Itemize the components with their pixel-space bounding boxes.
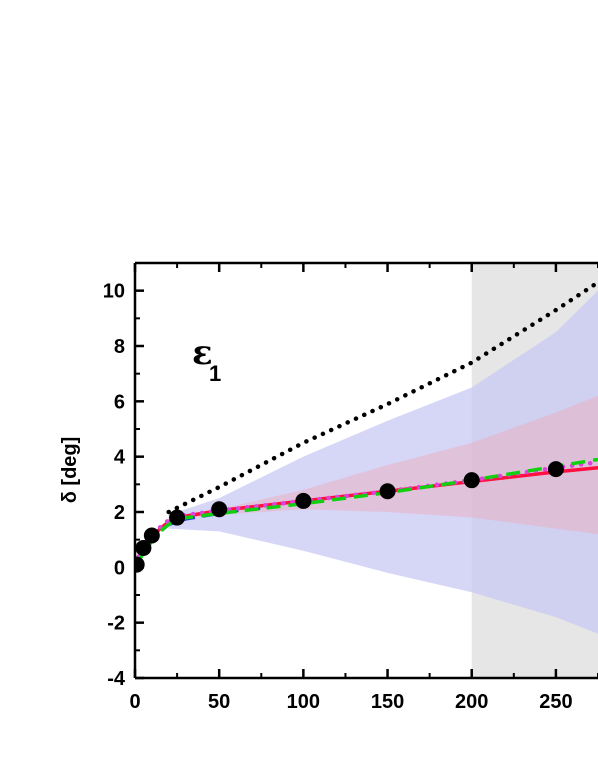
x-tick-label: 50 <box>208 691 230 713</box>
series-line-0 <box>166 280 598 515</box>
y-axis-label: δ [deg] <box>59 437 81 504</box>
annotation-subscript: 1 <box>209 361 221 386</box>
band-0 <box>168 290 598 634</box>
y-tick-label: 8 <box>114 336 125 358</box>
data-point <box>135 539 152 556</box>
labels: δ [deg] ε 1 <box>59 333 221 503</box>
data-points <box>135 461 564 573</box>
data-point <box>169 509 186 526</box>
data-point <box>463 472 480 489</box>
annotation-symbol: ε <box>192 333 213 373</box>
y-tick-label: 10 <box>103 281 125 303</box>
uncertainty-bands <box>168 290 598 634</box>
data-point <box>295 492 312 509</box>
data-point <box>143 527 160 544</box>
y-tick-label: 0 <box>114 557 125 579</box>
x-tick-label: 0 <box>129 691 140 713</box>
x-tick-label: 250 <box>539 691 572 713</box>
data-point <box>211 501 228 518</box>
y-tick-label: 4 <box>114 447 126 469</box>
data-point <box>547 461 564 478</box>
data-point <box>135 556 145 573</box>
band-1 <box>168 395 598 535</box>
x-tick-label: 100 <box>287 691 320 713</box>
y-tick-label: 2 <box>114 502 125 524</box>
y-tick-label: 6 <box>114 391 125 413</box>
x-tick-label: 200 <box>455 691 488 713</box>
y-tick-label: -4 <box>107 668 126 690</box>
y-tick-label: -2 <box>107 613 125 635</box>
data-point <box>379 483 396 500</box>
x-tick-label: 150 <box>371 691 404 713</box>
